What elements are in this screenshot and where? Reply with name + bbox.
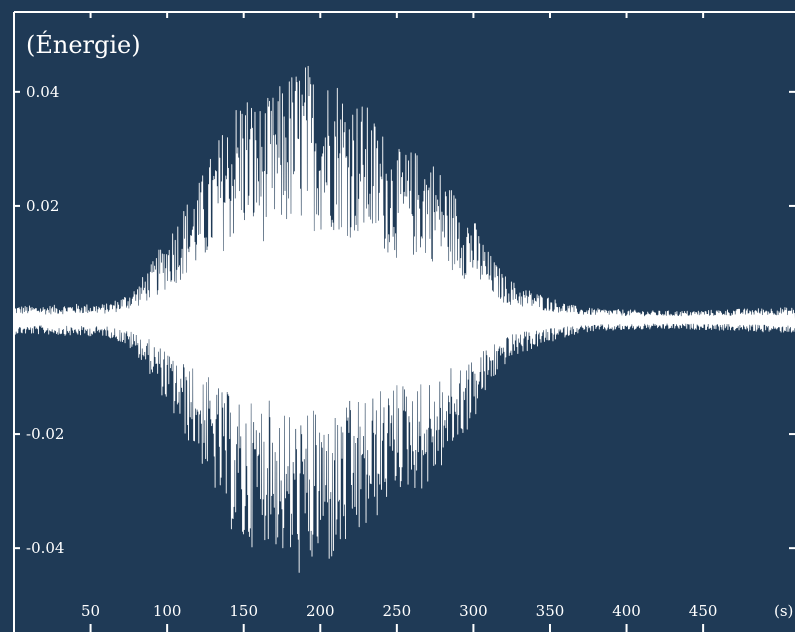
x-tick-label: 150 [229,602,258,620]
y-tick-label: -0.04 [26,539,64,557]
x-tick-label: 400 [612,602,641,620]
y-tick-label: 0.04 [26,83,59,101]
signal-line [13,65,795,573]
x-axis-ticks: 50 100 150 200 250 300 350 400 450 [81,12,717,632]
x-tick-label: 350 [536,602,565,620]
y-axis-ticks: 0.04 0.02 -0.02 -0.04 [14,83,795,557]
x-tick-label: 250 [383,602,412,620]
x-tick-label: 200 [306,602,335,620]
y-axis-title: (Énergie) [26,30,141,59]
y-tick-label: -0.02 [26,425,64,443]
y-tick-label: 0.02 [26,197,59,215]
x-tick-label: 450 [689,602,718,620]
x-tick-label: 100 [153,602,182,620]
x-tick-label: 50 [81,602,100,620]
x-tick-label: 300 [459,602,488,620]
x-axis-title: (s) [774,602,793,620]
signal-series [13,65,795,573]
